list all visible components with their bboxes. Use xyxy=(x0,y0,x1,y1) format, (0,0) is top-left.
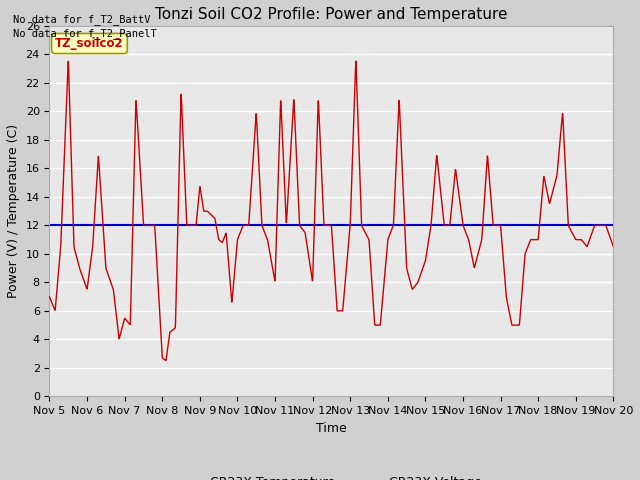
Text: No data for f_T2_PanelT: No data for f_T2_PanelT xyxy=(13,28,157,39)
Text: No data for f_T2_BattV: No data for f_T2_BattV xyxy=(13,13,150,24)
Title: Tonzi Soil CO2 Profile: Power and Temperature: Tonzi Soil CO2 Profile: Power and Temper… xyxy=(155,7,508,22)
Legend: CR23X Temperature, CR23X Voltage: CR23X Temperature, CR23X Voltage xyxy=(176,471,487,480)
Text: TZ_soilco2: TZ_soilco2 xyxy=(55,37,124,50)
Y-axis label: Power (V) / Temperature (C): Power (V) / Temperature (C) xyxy=(7,124,20,298)
X-axis label: Time: Time xyxy=(316,421,347,435)
